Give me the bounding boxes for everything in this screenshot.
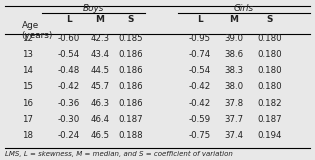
Text: -0.48: -0.48 [57, 66, 80, 75]
Text: 39.0: 39.0 [225, 34, 243, 43]
Text: LMS, L = skewness, M = median, and S = coefficient of variation: LMS, L = skewness, M = median, and S = c… [4, 151, 232, 157]
Text: 14: 14 [22, 66, 33, 75]
Text: M: M [230, 15, 238, 24]
Text: 0.186: 0.186 [119, 99, 143, 108]
Text: 0.186: 0.186 [119, 82, 143, 91]
Text: 16: 16 [22, 99, 33, 108]
Text: L: L [66, 15, 71, 24]
Text: Boys: Boys [83, 4, 104, 13]
Text: 37.7: 37.7 [224, 115, 243, 124]
Text: -0.95: -0.95 [189, 34, 211, 43]
Text: 44.5: 44.5 [90, 66, 109, 75]
Text: -0.74: -0.74 [188, 50, 211, 59]
Text: 0.182: 0.182 [257, 99, 282, 108]
Text: 37.8: 37.8 [224, 99, 243, 108]
Text: 0.180: 0.180 [257, 82, 282, 91]
Text: 0.180: 0.180 [257, 50, 282, 59]
Text: 15: 15 [22, 82, 33, 91]
Text: -0.59: -0.59 [189, 115, 211, 124]
Text: 0.180: 0.180 [257, 34, 282, 43]
Text: 38.3: 38.3 [224, 66, 243, 75]
Text: Girls: Girls [233, 4, 254, 13]
Text: -0.54: -0.54 [57, 50, 80, 59]
Text: -0.54: -0.54 [188, 66, 211, 75]
Text: S: S [128, 15, 134, 24]
Text: S: S [266, 15, 272, 24]
Text: -0.42: -0.42 [188, 99, 211, 108]
Text: 0.186: 0.186 [119, 50, 143, 59]
Text: M: M [95, 15, 104, 24]
Text: 0.194: 0.194 [257, 131, 282, 140]
Text: -0.42: -0.42 [57, 82, 80, 91]
Text: 42.3: 42.3 [90, 34, 109, 43]
Text: 37.4: 37.4 [224, 131, 243, 140]
Text: -0.42: -0.42 [188, 82, 211, 91]
Text: 0.186: 0.186 [119, 66, 143, 75]
Text: 46.3: 46.3 [90, 99, 109, 108]
Text: 45.7: 45.7 [90, 82, 109, 91]
Text: 46.4: 46.4 [90, 115, 109, 124]
Text: 0.180: 0.180 [257, 66, 282, 75]
Text: -0.30: -0.30 [57, 115, 80, 124]
Text: 17: 17 [22, 115, 33, 124]
Text: Age
(years): Age (years) [22, 21, 53, 40]
Text: -0.36: -0.36 [57, 99, 80, 108]
Text: -0.75: -0.75 [188, 131, 211, 140]
Text: 18: 18 [22, 131, 33, 140]
Text: 0.187: 0.187 [119, 115, 143, 124]
Text: 46.5: 46.5 [90, 131, 109, 140]
Text: L: L [197, 15, 203, 24]
Text: 12: 12 [22, 34, 33, 43]
Text: -0.24: -0.24 [57, 131, 80, 140]
Text: 38.0: 38.0 [224, 82, 243, 91]
Text: 0.187: 0.187 [257, 115, 282, 124]
Text: 43.4: 43.4 [90, 50, 109, 59]
Text: 0.185: 0.185 [119, 34, 143, 43]
Text: -0.60: -0.60 [57, 34, 80, 43]
Text: 13: 13 [22, 50, 33, 59]
Text: 38.6: 38.6 [224, 50, 243, 59]
Text: 0.188: 0.188 [119, 131, 143, 140]
